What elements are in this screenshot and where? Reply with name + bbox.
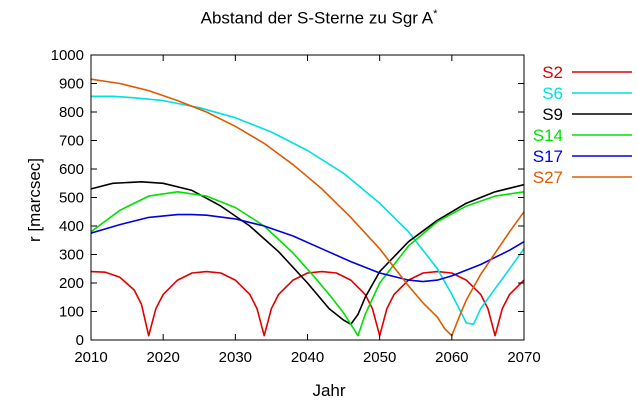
x-tick-label: 2070 [507,349,540,366]
series-line-s6 [91,95,524,326]
series-line-s17 [91,213,524,283]
y-tick-label: 700 [59,133,84,150]
y-tick-label: 900 [59,76,84,93]
x-tick-label: 2020 [146,349,179,366]
x-tick-label: 2010 [74,349,107,366]
plot-frame [90,54,525,341]
y-tick-label: 400 [59,218,84,235]
x-tick-label: 2050 [363,349,396,366]
y-tick-label: 300 [59,247,84,264]
y-tick-label: 1000 [51,47,84,64]
legend-label-s9: S9 [542,105,563,124]
series-line-s14 [91,191,524,337]
legend-label-s17: S17 [533,147,563,166]
series-line-s9 [91,181,524,326]
legend-label-s2: S2 [542,63,563,82]
legend-label-s27: S27 [533,168,563,187]
x-tick-label: 2040 [291,349,324,366]
x-axis-label: Jahr [312,381,346,400]
x-tick-label: 2030 [219,349,252,366]
y-tick-label: 200 [59,275,84,292]
legend-label-s6: S6 [542,84,563,103]
series-line-s2 [91,270,524,337]
y-tick-label: 100 [59,304,84,321]
chart-title: Abstand der S-Sterne zu Sgr A* [200,8,438,28]
y-tick-label: 0 [76,332,84,349]
y-tick-label: 500 [59,190,84,207]
legend-label-s14: S14 [533,126,563,145]
y-tick-label: 600 [59,161,84,178]
series-line-s27 [91,78,524,337]
y-tick-label: 800 [59,104,84,121]
x-tick-label: 2060 [435,349,468,366]
